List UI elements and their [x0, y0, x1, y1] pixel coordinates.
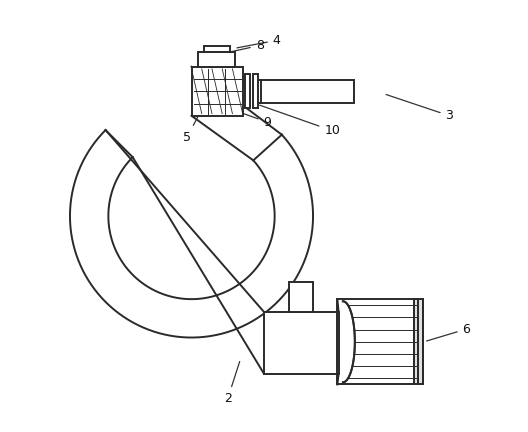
Text: 7: 7 [366, 355, 380, 373]
Bar [261, 79, 354, 103]
Text: 4: 4 [237, 34, 281, 48]
Bar [192, 67, 243, 116]
Text: 3: 3 [386, 95, 454, 122]
Bar [337, 299, 416, 384]
Text: 9: 9 [237, 111, 271, 129]
Bar [289, 282, 314, 312]
Bar [198, 52, 235, 67]
Bar [414, 299, 422, 384]
Bar [253, 74, 259, 108]
Polygon shape [343, 301, 355, 382]
Text: 2: 2 [224, 362, 240, 405]
Bar [264, 312, 338, 374]
Bar [245, 74, 250, 108]
Bar [204, 46, 230, 52]
Text: 8: 8 [220, 39, 263, 54]
Text: 5: 5 [183, 107, 203, 143]
Text: 6: 6 [427, 323, 470, 341]
Text: 1: 1 [305, 339, 345, 361]
Text: 10: 10 [260, 105, 340, 137]
